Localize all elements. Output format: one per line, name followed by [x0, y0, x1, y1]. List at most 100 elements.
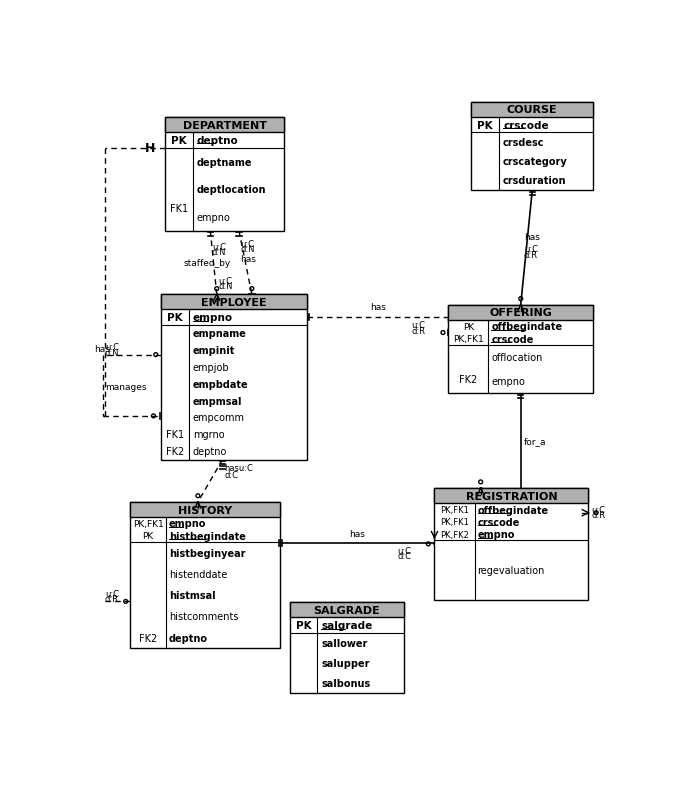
- Text: d:C: d:C: [397, 552, 411, 561]
- Text: empno: empno: [169, 519, 206, 529]
- Text: EMPLOYEE: EMPLOYEE: [201, 298, 267, 307]
- Text: histbeginyear: histbeginyear: [169, 548, 246, 558]
- Text: PK: PK: [142, 532, 154, 541]
- Text: empcomm: empcomm: [193, 413, 245, 423]
- Text: has: has: [350, 529, 366, 539]
- Text: empno: empno: [193, 313, 233, 322]
- Text: deptno: deptno: [197, 136, 238, 146]
- Text: histbegindate: histbegindate: [169, 531, 246, 541]
- Text: d:N: d:N: [241, 245, 255, 253]
- Text: manages: manages: [105, 383, 146, 392]
- Text: histcomments: histcomments: [169, 612, 238, 622]
- Text: crsdesc: crsdesc: [503, 138, 544, 148]
- Text: PK: PK: [167, 313, 183, 322]
- Text: histmsal: histmsal: [169, 590, 215, 601]
- Text: salbonus: salbonus: [322, 678, 371, 688]
- Text: d:N: d:N: [212, 248, 226, 257]
- Text: salgrade: salgrade: [322, 620, 373, 630]
- Text: offlocation: offlocation: [491, 353, 543, 363]
- Text: empbdate: empbdate: [193, 379, 248, 389]
- Text: empjob: empjob: [193, 363, 229, 372]
- Text: empinit: empinit: [193, 346, 235, 355]
- Text: PK,FK1: PK,FK1: [440, 518, 469, 527]
- Text: for_a: for_a: [524, 436, 546, 446]
- Text: offbegindate: offbegindate: [477, 505, 549, 515]
- Text: PK: PK: [171, 136, 187, 146]
- Text: FK2: FK2: [460, 375, 477, 384]
- Text: HISTORY: HISTORY: [178, 505, 233, 515]
- Bar: [165, 118, 284, 232]
- Text: PK,FK1: PK,FK1: [440, 505, 469, 514]
- Bar: [130, 502, 280, 517]
- Text: d:N: d:N: [218, 282, 233, 290]
- Text: crscode: crscode: [491, 334, 534, 344]
- Text: hasu:C: hasu:C: [224, 464, 253, 473]
- Text: sallower: sallower: [322, 638, 368, 648]
- Text: FK2: FK2: [139, 633, 157, 642]
- Text: crsduration: crsduration: [503, 176, 566, 186]
- Text: has: has: [370, 302, 386, 311]
- Bar: [161, 294, 308, 460]
- Text: empno: empno: [197, 213, 230, 223]
- Text: FK2: FK2: [166, 447, 184, 456]
- Bar: [435, 488, 589, 504]
- Text: DEPARTMENT: DEPARTMENT: [183, 120, 266, 131]
- Text: d:N: d:N: [105, 348, 119, 357]
- Text: d:R: d:R: [411, 326, 425, 335]
- Text: REGISTRATION: REGISTRATION: [466, 491, 558, 501]
- Text: H: H: [146, 142, 156, 155]
- Text: u:C: u:C: [397, 546, 411, 555]
- Text: u:C: u:C: [212, 242, 226, 251]
- Text: deptname: deptname: [197, 157, 252, 168]
- Text: deptlocation: deptlocation: [197, 185, 266, 195]
- Text: u:C: u:C: [591, 505, 606, 514]
- Text: PK,FK2: PK,FK2: [440, 530, 469, 539]
- Text: deptno: deptno: [169, 633, 208, 642]
- Bar: [471, 103, 593, 191]
- Bar: [161, 294, 308, 310]
- Text: has: has: [524, 233, 540, 242]
- Text: FK1: FK1: [166, 430, 184, 439]
- Text: empmsal: empmsal: [193, 396, 242, 406]
- Text: offbegindate: offbegindate: [491, 322, 562, 332]
- Text: PK: PK: [296, 620, 311, 630]
- Bar: [448, 306, 593, 394]
- Text: d:C: d:C: [224, 470, 238, 479]
- Text: PK,FK1: PK,FK1: [132, 520, 164, 529]
- Text: PK,FK1: PK,FK1: [453, 334, 484, 344]
- Text: empno: empno: [491, 377, 525, 387]
- Text: d:R: d:R: [591, 511, 606, 520]
- Bar: [435, 488, 589, 600]
- Text: staffed_by: staffed_by: [184, 258, 230, 268]
- Text: empname: empname: [193, 329, 246, 338]
- Bar: [165, 118, 284, 133]
- Text: d:R: d:R: [524, 250, 538, 259]
- Text: regevaluation: regevaluation: [477, 565, 545, 575]
- Text: PK: PK: [477, 120, 493, 131]
- Text: u:C: u:C: [241, 239, 255, 249]
- Bar: [471, 103, 593, 118]
- Text: u:C: u:C: [105, 343, 119, 352]
- Bar: [290, 602, 404, 618]
- Text: has: has: [94, 344, 110, 354]
- Text: empno: empno: [477, 529, 515, 540]
- Text: PK: PK: [463, 322, 474, 331]
- Text: crscode: crscode: [477, 517, 520, 527]
- Text: deptno: deptno: [193, 447, 227, 456]
- Text: OFFERING: OFFERING: [489, 308, 552, 318]
- Bar: [448, 306, 593, 321]
- Text: SALGRADE: SALGRADE: [313, 605, 380, 615]
- Bar: [130, 502, 280, 648]
- Text: histenddate: histenddate: [169, 569, 227, 579]
- Text: crscategory: crscategory: [503, 157, 568, 167]
- Bar: [290, 602, 404, 693]
- Text: has: has: [241, 255, 257, 264]
- Text: COURSE: COURSE: [507, 105, 558, 115]
- Text: salupper: salupper: [322, 658, 370, 668]
- Text: u:C: u:C: [218, 276, 233, 286]
- Text: mgrno: mgrno: [193, 430, 224, 439]
- Text: FK1: FK1: [170, 204, 188, 213]
- Text: u:C: u:C: [524, 245, 538, 254]
- Text: u:C: u:C: [105, 589, 119, 598]
- Text: d:R: d:R: [105, 595, 119, 604]
